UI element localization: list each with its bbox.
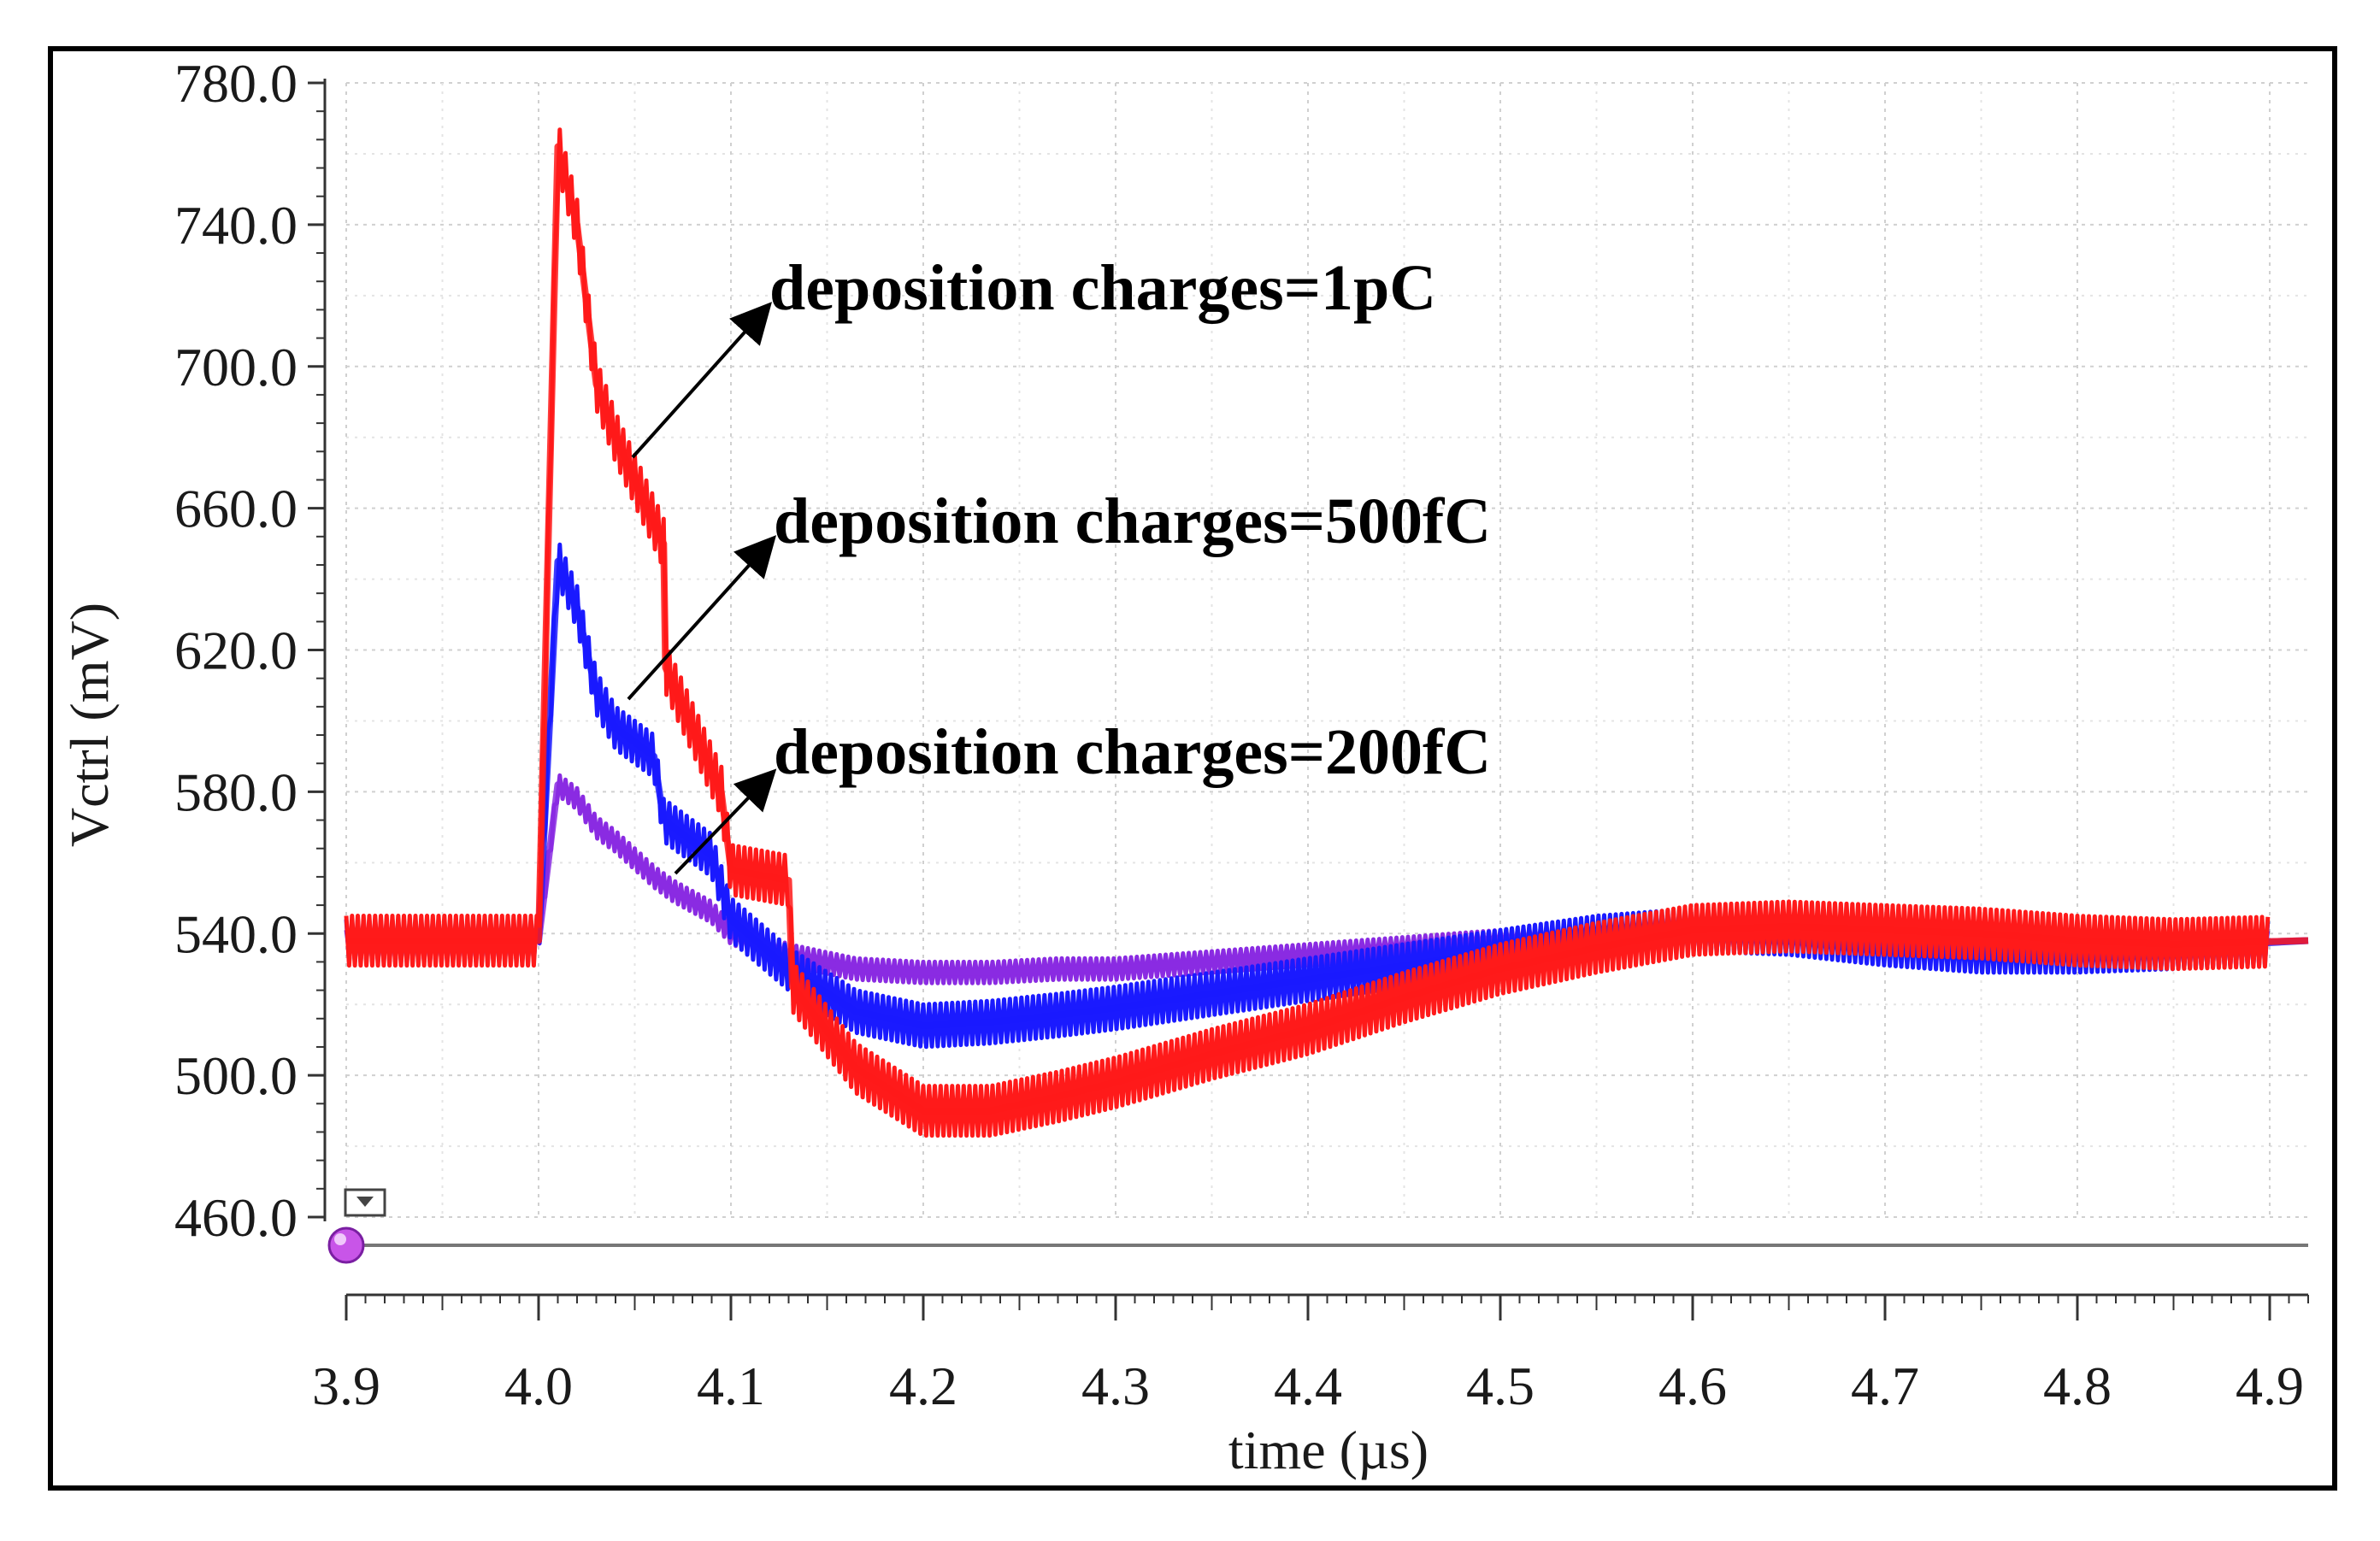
x-tick-label: 4.2 (889, 1356, 957, 1416)
annotation-arrow (631, 302, 773, 459)
y-tick-label: 700.0 (174, 337, 298, 397)
y-tick-label: 740.0 (174, 195, 298, 256)
x-axis-title: time (µs) (1228, 1420, 1429, 1480)
annotation-label: deposition charges=200fC (774, 716, 1491, 788)
y-tick-label: 780.0 (174, 53, 298, 114)
x-tick-label: 4.9 (2236, 1356, 2304, 1416)
axes: 460.0 500.0 540.0 580.0 620.0 660.0 700.0 740.0… (174, 53, 2309, 1416)
x-tick-label: 4.8 (2043, 1356, 2112, 1416)
x-tick-label: 4.0 (504, 1356, 573, 1416)
x-tick-label: 4.5 (1466, 1356, 1535, 1416)
series-trace-3 (346, 143, 2309, 1115)
marker-handle-highlight (334, 1233, 346, 1245)
annotations: deposition charges=1pC deposition charges… (627, 252, 1491, 875)
y-tick-label: 580.0 (174, 762, 298, 822)
series-group (344, 127, 2309, 1138)
marker-handle[interactable] (327, 1226, 365, 1264)
x-tick-label: 4.4 (1274, 1356, 1342, 1416)
x-tick-label: 4.7 (1851, 1356, 1919, 1416)
x-tick-label: 3.9 (312, 1356, 380, 1416)
x-tick-label: 4.3 (1081, 1356, 1150, 1416)
annotation-arrow (674, 768, 777, 875)
annotation-label: deposition charges=1pC (769, 252, 1436, 324)
series-line-3 (344, 127, 2271, 1138)
y-tick-label: 540.0 (174, 903, 298, 964)
x-tick-label: 4.6 (1658, 1356, 1727, 1416)
x-tick-label: 4.1 (697, 1356, 765, 1416)
y-tick-label: 620.0 (174, 621, 298, 681)
y-axis-title: Vctrl (mV) (59, 603, 120, 847)
annotation-arrow (627, 535, 777, 701)
chevron-down-icon (356, 1197, 374, 1207)
figure-frame (48, 46, 2337, 1491)
series-line-2 (344, 542, 2271, 1050)
annotation-label: deposition charges=500fC (774, 485, 1491, 557)
y-axis-title-text: Vctrl (mV) (59, 603, 120, 847)
y-tick-label: 460.0 (174, 1187, 298, 1248)
y-tick-label: 660.0 (174, 479, 298, 539)
grid (345, 82, 2308, 1218)
y-tick-label: 500.0 (174, 1045, 298, 1106)
